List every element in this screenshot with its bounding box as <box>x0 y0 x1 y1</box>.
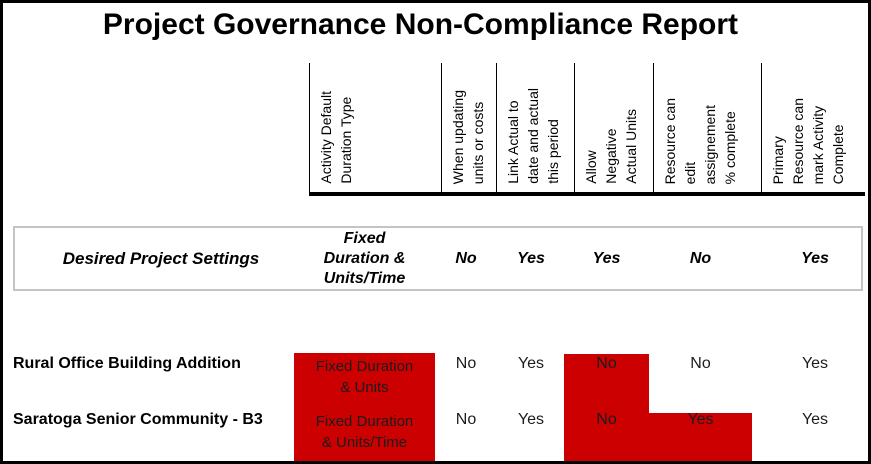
desired-value-when-updating: No <box>455 249 477 267</box>
project-cell-value: Fixed Duration & Units/Time <box>315 413 414 451</box>
project-cell-value: No <box>455 355 477 372</box>
project-cell-value: Yes <box>517 411 545 428</box>
project-row-label: Rural Office Building Addition <box>13 355 241 372</box>
column-header-label: Link Actual to date and actual this peri… <box>505 88 561 184</box>
column-header-resource-can-edit-assignment: Resource can edit assignement % complete <box>653 63 761 192</box>
desired-value-resource-edit: No <box>689 249 712 267</box>
project-cell-value: No <box>596 355 617 372</box>
column-header-activity-default-duration-type: Activity Default Duration Type <box>309 63 441 192</box>
column-header-allow-negative-actual-units: Allow Negative Actual Units <box>574 63 653 192</box>
project-cell-value: Fixed Duration & Units <box>315 358 414 396</box>
project-cell-value: Yes <box>687 411 714 428</box>
project-cell-value: Yes <box>801 355 829 372</box>
column-header-label: When updating units or costs <box>450 89 486 184</box>
desired-value-allow-negative: Yes <box>592 249 621 267</box>
noncompliance-highlight <box>294 353 435 406</box>
project-cell-value: No <box>596 411 617 428</box>
report-title: Project Governance Non-Compliance Report <box>102 8 739 41</box>
column-headers-row: Activity Default Duration Type When upda… <box>309 63 865 192</box>
project-cell-value: No <box>455 411 477 428</box>
column-header-label: Primary Resource can mark Activity Compl… <box>770 97 846 184</box>
project-row-label: Saratoga Senior Community - B3 <box>13 411 263 428</box>
project-cell-value: Yes <box>801 411 829 428</box>
desired-settings-box <box>13 226 863 291</box>
desired-value-duration-type: Fixed Duration & Units/Time <box>323 229 406 287</box>
desired-value-link-actual: Yes <box>517 249 545 267</box>
noncompliance-highlight <box>564 406 649 461</box>
column-header-label: Activity Default Duration Type <box>318 91 354 184</box>
desired-settings-label: Desired Project Settings <box>62 248 260 268</box>
column-header-link-actual-to-date: Link Actual to date and actual this peri… <box>496 63 574 192</box>
noncompliance-highlight <box>294 406 435 461</box>
project-cell-value: No <box>690 355 711 372</box>
project-cell-value: Yes <box>517 355 545 372</box>
noncompliance-highlight <box>649 413 752 461</box>
desired-value-primary-resource: Yes <box>801 249 829 267</box>
column-header-label: Allow Negative Actual Units <box>583 109 639 184</box>
column-header-primary-resource-mark-complete: Primary Resource can mark Activity Compl… <box>761 63 865 192</box>
column-header-label: Resource can edit assignement % complete <box>662 97 738 184</box>
column-header-when-updating-units-or-costs: When updating units or costs <box>441 63 496 192</box>
noncompliance-highlight <box>564 354 649 406</box>
header-rule <box>309 192 865 196</box>
